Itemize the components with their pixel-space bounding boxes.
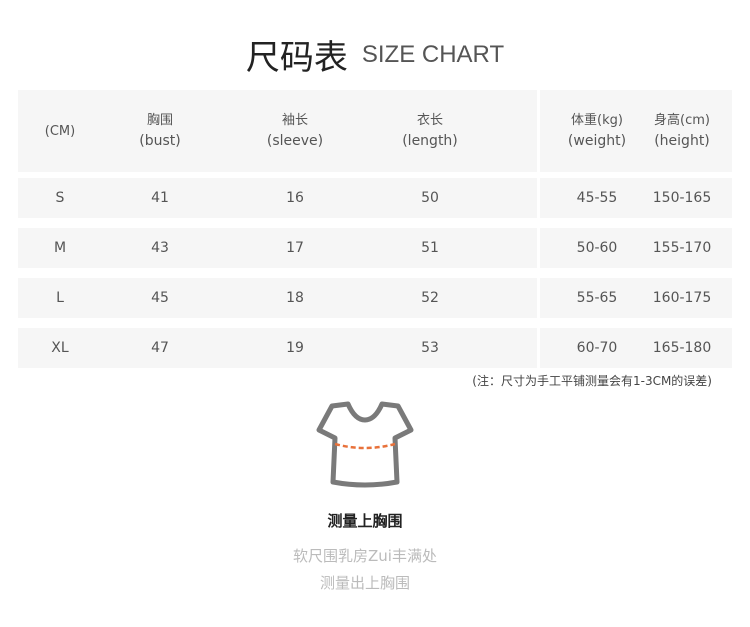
header-en: (sleeve) <box>266 133 324 149</box>
table-header-row: (CM) 胸围 (bust) 袖长 (sleeve) 衣长 (length) 体重(kg) (w… <box>18 90 732 172</box>
measurement-note: (注：尺寸为手工平铺测量会有1-3CM的误差) <box>472 374 712 388</box>
table-cell: 160-175 <box>652 289 712 306</box>
table-cell: 17 <box>286 239 304 256</box>
header-en: (length) <box>402 133 458 149</box>
table-cell: 165-180 <box>652 339 712 356</box>
header-cn: 衣长 <box>416 113 443 128</box>
table-row: XL 47 19 53 60-70 165-180 <box>18 328 732 368</box>
table-cell: 50-60 <box>576 239 618 256</box>
table-cell: 52 <box>421 289 439 306</box>
tshirt-icon <box>316 401 414 488</box>
header-cn: 体重(kg) <box>571 113 623 128</box>
row-bg <box>18 278 537 318</box>
column-header: (CM) <box>45 90 75 172</box>
column-header: 体重(kg) (weight) <box>568 90 626 172</box>
table-cell: 155-170 <box>652 239 712 256</box>
row-bg <box>540 278 732 318</box>
table-cell: 19 <box>286 339 304 356</box>
header-cn: 胸围 <box>146 113 173 128</box>
row-bg <box>540 328 732 368</box>
table-cell: M <box>53 239 67 256</box>
header-en: (height) <box>654 133 710 149</box>
row-bg <box>18 178 537 218</box>
table-cell: L <box>56 289 64 306</box>
header-cn: (CM) <box>44 123 76 139</box>
column-header: 身高(cm) (height) <box>654 90 710 172</box>
table-cell: 18 <box>286 289 304 306</box>
header-cn: 身高(cm) <box>654 113 710 128</box>
table-cell: 43 <box>151 239 169 256</box>
table-cell: 16 <box>286 189 304 206</box>
table-cell: 50 <box>421 189 439 206</box>
table-row: L 45 18 52 55-65 160-175 <box>18 278 732 318</box>
table-cell: XL <box>51 339 69 356</box>
row-bg <box>18 90 537 172</box>
table-row: S 41 16 50 45-55 150-165 <box>18 178 732 218</box>
column-header: 袖长 (sleeve) <box>267 90 323 172</box>
title-en: SIZE CHART <box>361 40 505 68</box>
page-title: 尺码表 SIZE CHART <box>0 30 750 79</box>
title-cn: 尺码表 <box>245 38 348 78</box>
table-cell: 45-55 <box>576 189 618 206</box>
table-cell: S <box>55 189 65 206</box>
measure-line1: 软尺围乳房Zui丰满处 <box>293 547 437 565</box>
table-cell: 55-65 <box>576 289 618 306</box>
row-bg <box>540 228 732 268</box>
header-en: (bust) <box>139 133 181 149</box>
row-bg <box>540 90 732 172</box>
table-cell: 60-70 <box>576 339 618 356</box>
row-bg <box>18 328 537 368</box>
table-cell: 53 <box>421 339 439 356</box>
column-header: 衣长 (length) <box>402 90 458 172</box>
column-header: 胸围 (bust) <box>139 90 180 172</box>
measure-title: 测量上胸围 <box>327 512 403 530</box>
table-cell: 41 <box>151 189 169 206</box>
header-en: (weight) <box>567 133 627 149</box>
header-cn: 袖长 <box>281 113 309 128</box>
row-bg <box>540 178 732 218</box>
table-cell: 51 <box>421 239 439 256</box>
table-row: M 43 17 51 50-60 155-170 <box>18 228 732 268</box>
row-bg <box>18 228 537 268</box>
table-cell: 47 <box>151 339 169 356</box>
table-cell: 45 <box>151 289 169 306</box>
measure-line2: 测量出上胸围 <box>319 574 410 592</box>
table-cell: 150-165 <box>652 189 712 206</box>
